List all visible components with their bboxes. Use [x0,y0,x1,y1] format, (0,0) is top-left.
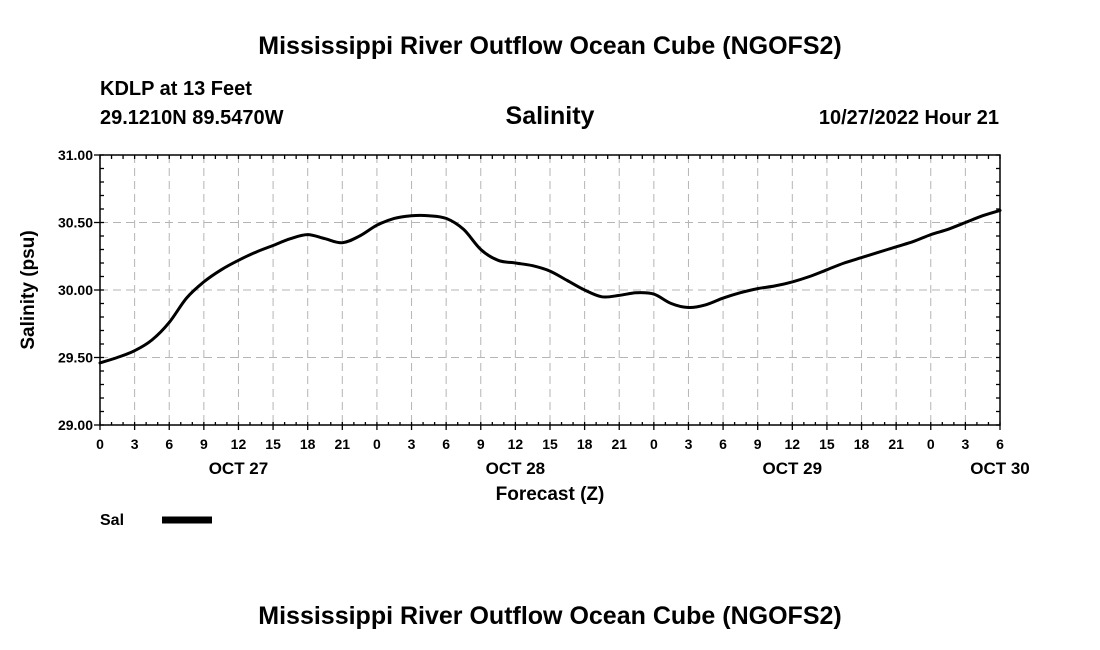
chart-main-title: Mississippi River Outflow Ocean Cube (NG… [258,32,841,60]
day-label: OCT 28 [486,459,546,478]
location-label: 29.1210N 89.5470W [100,107,284,129]
x-tick-label: 6 [719,436,727,452]
x-tick-label: 15 [265,436,281,452]
x-tick-label: 15 [542,436,558,452]
x-tick-label: 21 [888,436,904,452]
x-tick-label: 21 [611,436,627,452]
legend: Sal [100,512,212,529]
y-tick-labels: 29.00 29.50 30.00 30.50 31.00 [58,147,93,433]
legend-label: Sal [100,512,124,529]
y-tick-label: 30.50 [58,215,93,231]
x-tick-label: 9 [200,436,208,452]
x-tick-label: 15 [819,436,835,452]
x-tick-label: 0 [373,436,381,452]
x-tick-label: 6 [165,436,173,452]
footer-title: Mississippi River Outflow Ocean Cube (NG… [258,602,841,630]
x-tick-label: 0 [96,436,104,452]
x-tick-label: 3 [131,436,139,452]
x-tick-label: 6 [996,436,1004,452]
tick-marks [94,154,1001,430]
x-tick-label: 12 [508,436,524,452]
y-axis-label: Salinity (psu) [18,230,39,349]
x-tick-label: 12 [231,436,247,452]
day-label: OCT 30 [970,459,1030,478]
x-tick-label: 6 [442,436,450,452]
x-tick-label: 3 [408,436,416,452]
series-line-sal [98,208,1002,365]
x-tick-labels: 0 3 6 9 12 15 18 21 0 3 6 9 12 15 18 21 0 3 6 9 12 15 18 21 0 3 6 [96,436,1004,452]
grid-lines [100,155,1000,425]
y-tick-label: 29.00 [58,417,93,433]
x-axis-label: Forecast (Z) [496,484,605,505]
x-tick-label: 18 [300,436,316,452]
x-tick-label: 9 [754,436,762,452]
day-label: OCT 27 [209,459,269,478]
y-tick-label: 31.00 [58,147,93,163]
station-label: KDLP at 13 Feet [100,78,252,100]
x-tick-label: 21 [335,436,351,452]
x-tick-label: 0 [650,436,658,452]
run-time-label: 10/27/2022 Hour 21 [819,107,999,129]
series-layer [98,208,1002,365]
x-tick-label: 3 [961,436,969,452]
y-tick-label: 29.50 [58,350,93,366]
x-tick-label: 18 [854,436,870,452]
chart-subtitle: Salinity [506,102,595,130]
x-tick-label: 0 [927,436,935,452]
x-tick-label: 3 [685,436,693,452]
day-label: OCT 29 [763,459,823,478]
y-tick-label: 30.00 [58,282,93,298]
x-tick-label: 18 [577,436,593,452]
day-labels: OCT 27 OCT 28 OCT 29 OCT 30 [209,459,1030,478]
x-tick-label: 12 [785,436,801,452]
x-tick-label: 9 [477,436,485,452]
